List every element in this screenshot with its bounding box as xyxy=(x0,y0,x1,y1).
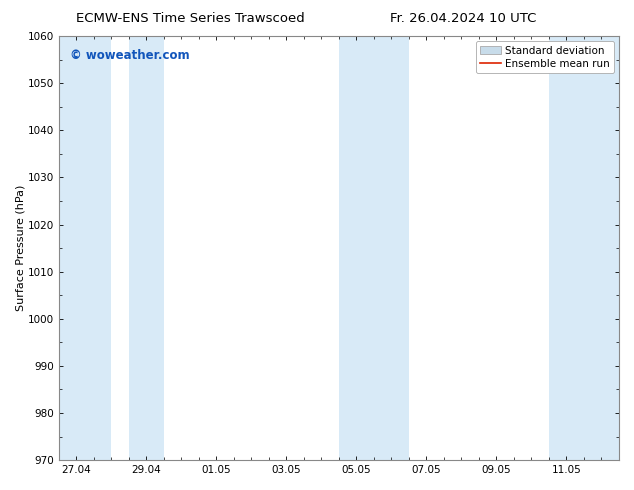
Text: Fr. 26.04.2024 10 UTC: Fr. 26.04.2024 10 UTC xyxy=(390,12,536,25)
Bar xyxy=(549,36,619,460)
Text: © woweather.com: © woweather.com xyxy=(70,49,190,62)
Text: ECMW-ENS Time Series Trawscoed: ECMW-ENS Time Series Trawscoed xyxy=(76,12,304,25)
Bar xyxy=(129,36,164,460)
Bar xyxy=(59,36,112,460)
Bar xyxy=(339,36,409,460)
Y-axis label: Surface Pressure (hPa): Surface Pressure (hPa) xyxy=(15,185,25,311)
Legend: Standard deviation, Ensemble mean run: Standard deviation, Ensemble mean run xyxy=(476,41,614,73)
